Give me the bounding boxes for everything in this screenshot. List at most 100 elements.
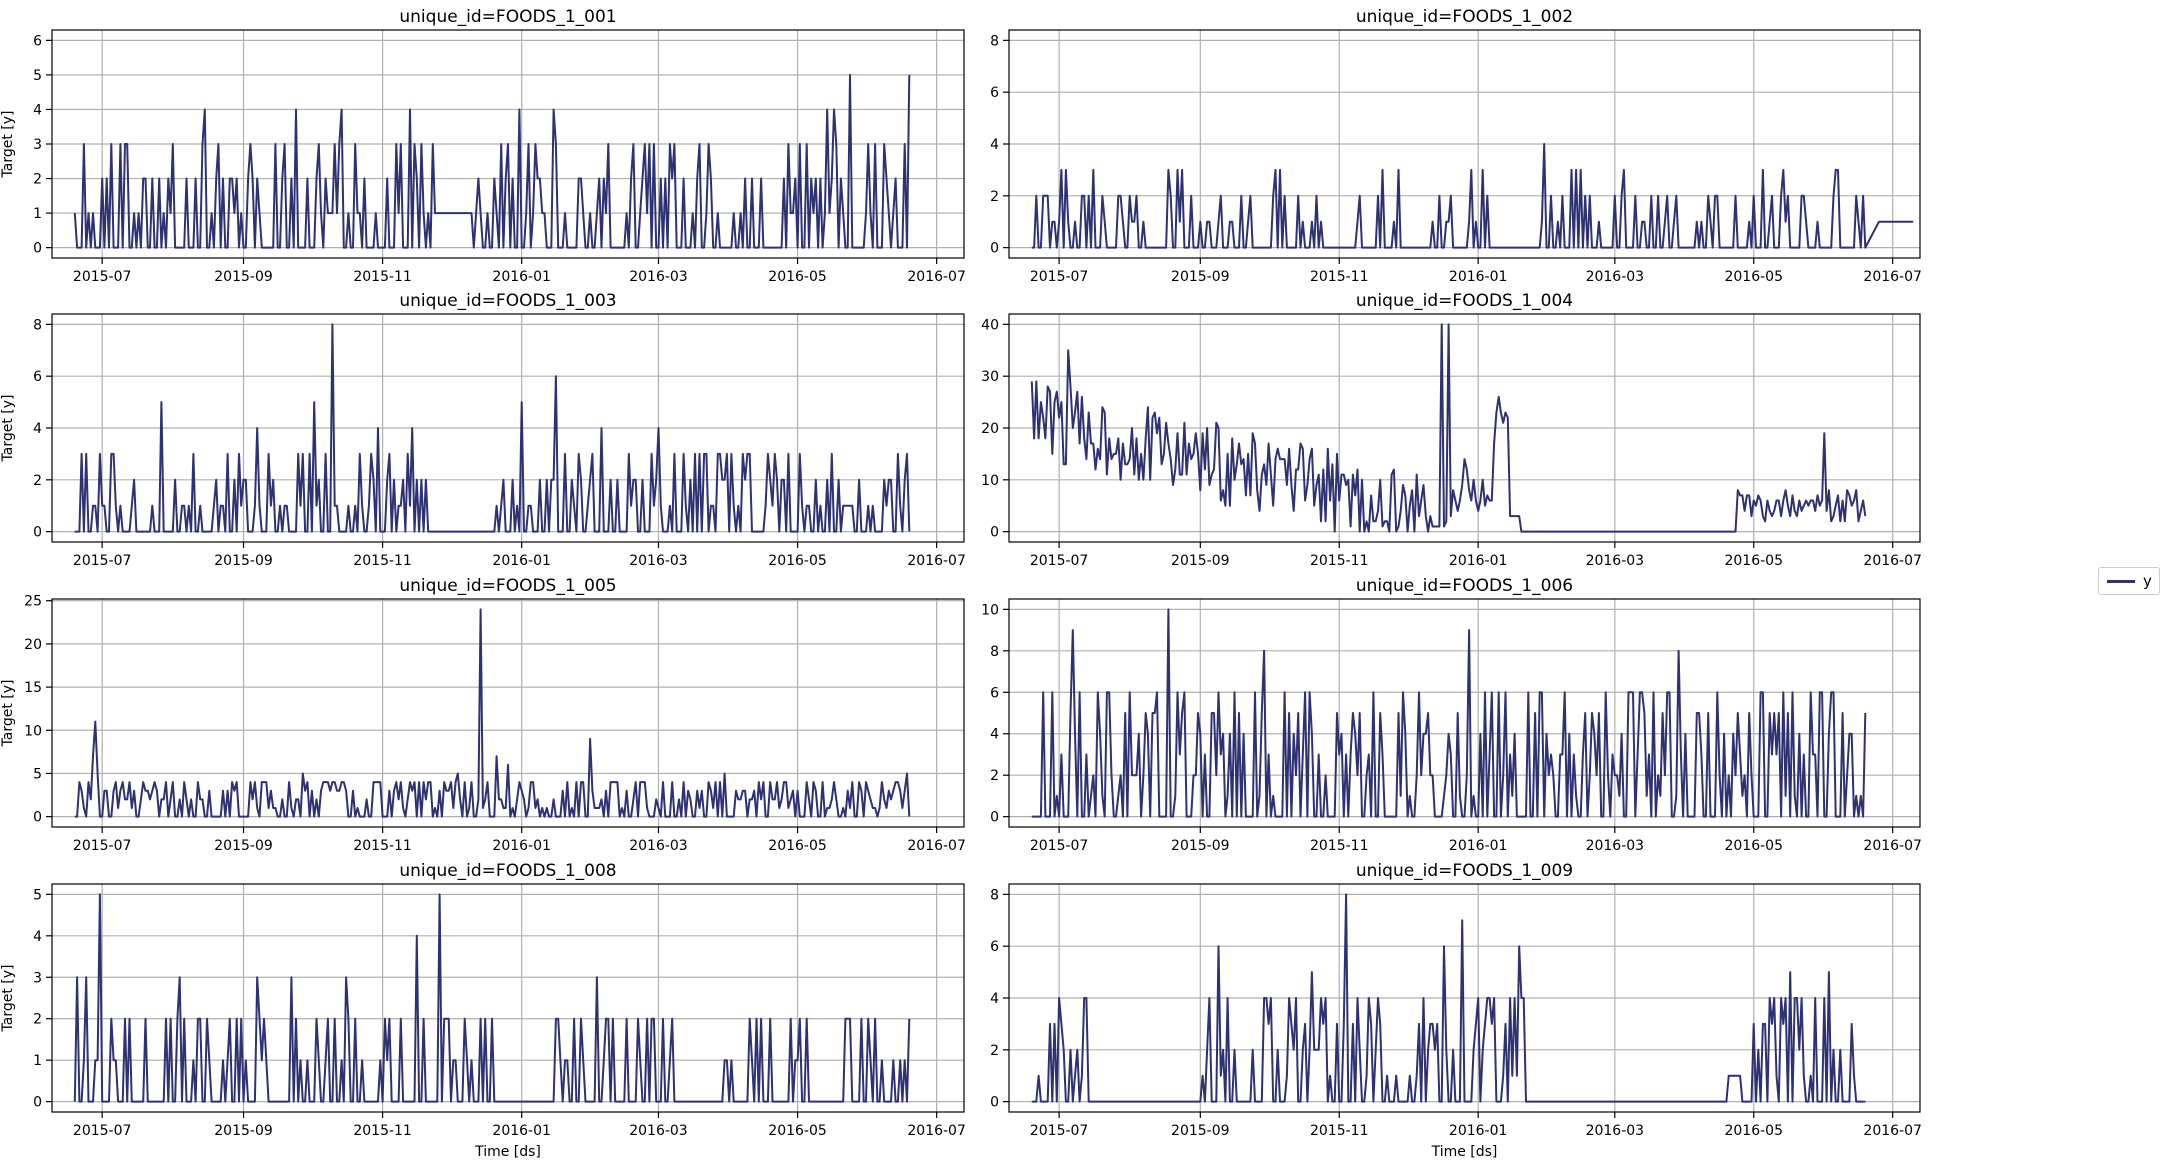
x-tick-label: 2015-09 (214, 838, 273, 854)
axes-frame (1008, 29, 1921, 259)
x-tick-label: 2016-03 (1586, 838, 1645, 854)
y-tick-label: 2 (990, 768, 999, 784)
subplot-title: unique_id=FOODS_1_001 (399, 7, 616, 27)
y-tick-label: 8 (990, 887, 999, 903)
y-tick-label: 10 (981, 602, 999, 618)
x-tick-label: 2015-11 (1310, 1123, 1369, 1139)
y-axis-label: Target [y] (0, 111, 16, 179)
x-tick-label: 2016-07 (1863, 838, 1922, 854)
x-tick-label: 2015-07 (1030, 553, 1089, 569)
x-tick-label: 2016-01 (1449, 1123, 1508, 1139)
x-tick-label: 2016-05 (1724, 269, 1783, 285)
y-tick-label: 6 (990, 685, 999, 701)
subplot-4: 0 10 20 30 40 2015-07 2015-09 2015-11 2016-01 201… (981, 291, 1922, 569)
x-tick-label: 2016-01 (492, 838, 551, 854)
y-tick-label: 0 (990, 1095, 999, 1111)
y-tick-label: 0 (990, 810, 999, 826)
subplot-title: unique_id=FOODS_1_004 (1356, 291, 1573, 311)
x-tick-label: 2015-11 (353, 838, 412, 854)
subplot-title: unique_id=FOODS_1_006 (1356, 576, 1573, 596)
x-tick-label: 2015-11 (1310, 553, 1369, 569)
x-tick-label: 2016-07 (1863, 269, 1922, 285)
y-tick-label: 1 (33, 1053, 42, 1069)
series-y-line (1031, 143, 1914, 249)
x-tick-label: 2015-11 (353, 553, 412, 569)
y-tick-label: 10 (981, 473, 999, 489)
subplot-2: 0 2 4 6 8 2015-07 2015-09 2015-11 2016-01 2016-03… (990, 7, 1922, 285)
subplot-3: 0 2 4 6 8 2015-07 2015-09 2015-11 2016-01 2016-03… (0, 291, 966, 569)
series-y-line (1030, 323, 1867, 533)
subplot-7: 0 1 2 3 4 5 2015-07 2015-09 2015-11 2016-01 2016-0… (0, 861, 966, 1160)
y-tick-label: 5 (33, 766, 42, 782)
subplot-title: unique_id=FOODS_1_009 (1356, 861, 1573, 881)
y-axis-label: Target [y] (0, 680, 16, 748)
y-tick-label: 6 (990, 939, 999, 955)
x-tick-label: 2016-01 (1449, 838, 1508, 854)
y-tick-label: 5 (33, 68, 42, 84)
y-tick-label: 2 (33, 1012, 42, 1028)
x-tick-label: 2015-09 (214, 1123, 273, 1139)
x-tick-label: 2016-03 (1586, 553, 1645, 569)
y-axis-label: Target [y] (0, 965, 16, 1033)
x-tick-label: 2015-07 (1030, 1123, 1089, 1139)
x-tick-label: 2015-07 (73, 553, 132, 569)
y-tick-label: 8 (990, 33, 999, 49)
legend-line-swatch (2107, 580, 2135, 583)
y-tick-label: 8 (33, 317, 42, 333)
y-tick-label: 2 (990, 1043, 999, 1059)
x-tick-label: 2015-11 (353, 1123, 412, 1139)
series-y-line (73, 73, 911, 249)
x-tick-label: 2016-03 (629, 838, 688, 854)
y-tick-label: 25 (24, 594, 42, 610)
x-tick-label: 2016-05 (768, 1123, 827, 1139)
y-tick-label: 4 (990, 727, 999, 743)
x-tick-label: 2016-01 (1449, 553, 1508, 569)
x-tick-label: 2015-07 (1030, 269, 1089, 285)
x-tick-label: 2016-05 (1724, 553, 1783, 569)
y-tick-label: 3 (33, 137, 42, 153)
y-tick-label: 4 (33, 102, 42, 118)
y-tick-label: 0 (990, 241, 999, 257)
y-tick-label: 0 (33, 525, 42, 541)
y-tick-label: 6 (33, 33, 42, 49)
y-tick-label: 20 (981, 421, 999, 437)
series-y-line (73, 893, 911, 1103)
subplot-title: unique_id=FOODS_1_005 (399, 576, 616, 596)
x-tick-label: 2015-09 (214, 553, 273, 569)
x-tick-label: 2015-11 (353, 269, 412, 285)
x-tick-label: 2015-07 (73, 269, 132, 285)
x-tick-label: 2015-07 (1030, 838, 1089, 854)
legend-label: y (2143, 572, 2152, 590)
x-tick-label: 2015-11 (1310, 838, 1369, 854)
axes-frame (1008, 883, 1921, 1113)
y-tick-label: 8 (990, 644, 999, 660)
x-tick-label: 2016-05 (768, 269, 827, 285)
y-axis-label: Target [y] (0, 395, 16, 463)
x-tick-label: 2015-09 (1171, 553, 1230, 569)
y-tick-label: 4 (33, 929, 42, 945)
x-tick-label: 2016-05 (768, 838, 827, 854)
y-tick-label: 3 (33, 970, 42, 986)
x-tick-label: 2016-03 (629, 269, 688, 285)
x-tick-label: 2016-07 (907, 838, 966, 854)
x-tick-label: 2016-07 (907, 553, 966, 569)
x-axis-label: Time [ds] (1431, 1144, 1498, 1160)
subplot-6: 0 2 4 6 8 10 2015-07 2015-09 2015-11 2016-01 2016-… (981, 576, 1922, 854)
axes-frame (51, 29, 965, 259)
x-tick-label: 2015-09 (1171, 269, 1230, 285)
y-tick-label: 4 (990, 137, 999, 153)
subplot-title: unique_id=FOODS_1_003 (399, 291, 616, 311)
subplot-title: unique_id=FOODS_1_008 (399, 861, 616, 881)
x-tick-label: 2016-01 (492, 1123, 551, 1139)
x-tick-label: 2015-07 (73, 1123, 132, 1139)
y-tick-label: 6 (990, 85, 999, 101)
y-tick-label: 4 (990, 991, 999, 1007)
y-tick-label: 2 (33, 473, 42, 489)
x-tick-label: 2015-07 (73, 838, 132, 854)
x-tick-label: 2016-03 (1586, 269, 1645, 285)
x-tick-label: 2016-03 (629, 553, 688, 569)
x-tick-label: 2016-05 (1724, 1123, 1783, 1139)
y-tick-label: 4 (33, 421, 42, 437)
y-tick-label: 15 (24, 680, 42, 696)
